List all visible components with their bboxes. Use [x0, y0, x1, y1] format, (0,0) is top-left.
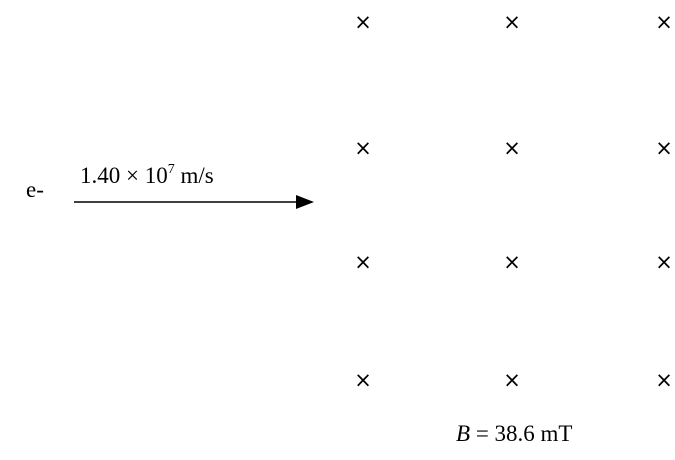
field-cross-icon: × — [354, 368, 372, 392]
field-cross-icon: × — [503, 368, 521, 392]
field-value: 38.6 — [494, 421, 535, 446]
velocity-exponent: 7 — [167, 162, 175, 177]
field-unit: mT — [540, 421, 573, 446]
field-cross-icon: × — [354, 136, 372, 160]
field-cross-icon: × — [503, 10, 521, 34]
velocity-mantissa: 1.40 — [80, 163, 121, 188]
field-equals: = — [475, 421, 489, 446]
velocity-base: 10 — [144, 163, 168, 188]
field-cross-icon: × — [655, 250, 673, 274]
field-symbol: B — [456, 421, 471, 446]
velocity-label: 1.40 × 107 m/s — [80, 162, 214, 194]
field-cross-icon: × — [655, 368, 673, 392]
electron-label: e- — [26, 177, 44, 202]
field-cross-icon: × — [655, 136, 673, 160]
velocity-arrowhead — [296, 195, 314, 209]
field-cross-icon: × — [354, 10, 372, 34]
velocity-times: × — [126, 163, 139, 188]
velocity-arrow — [74, 195, 314, 209]
field-cross-icon: × — [503, 250, 521, 274]
velocity-unit: m/s — [180, 163, 214, 188]
field-cross-icon: × — [655, 10, 673, 34]
field-cross-icon: × — [503, 136, 521, 160]
field-cross-icon: × — [354, 250, 372, 274]
